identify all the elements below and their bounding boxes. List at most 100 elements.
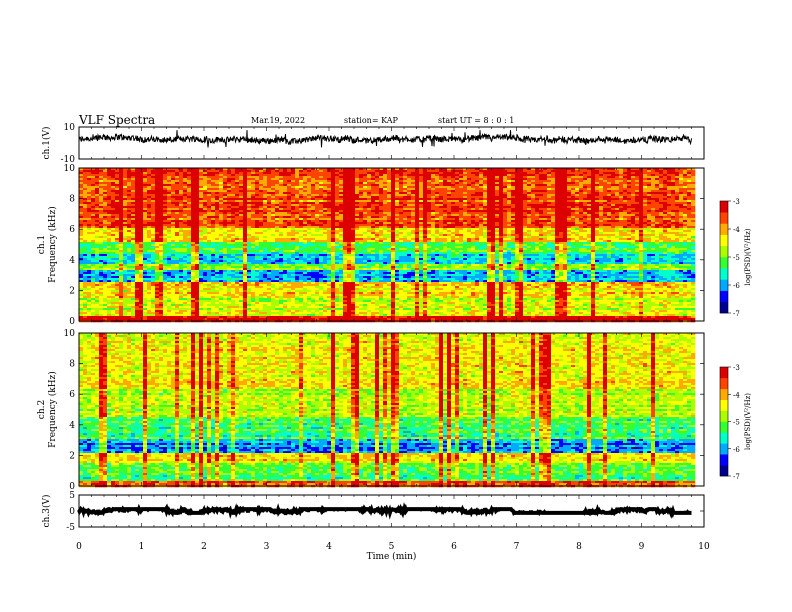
ch1-spectrogram-cell: [623, 194, 627, 196]
ch1-spectrogram-cell: [99, 172, 103, 174]
ch1-spectrogram-cell: [183, 202, 187, 204]
ch1-spectrogram-cell: [387, 206, 391, 208]
ch1-spectrogram-cell: [663, 176, 667, 178]
ch1-spectrogram-cell: [615, 214, 619, 216]
ch1-spectrogram-cell: [419, 226, 423, 228]
ch1-spectrogram-cell: [479, 194, 483, 196]
ch1-spectrogram-cell: [419, 198, 423, 200]
ch1-spectrogram-cell: [259, 172, 263, 174]
ch1-spectrogram-cell: [195, 176, 199, 178]
ch1-spectrogram-cell: [611, 172, 615, 174]
ch1-spectrogram-cell: [243, 222, 247, 224]
ch1-spectrogram-cell: [119, 218, 123, 220]
ch1-spectrogram-cell: [503, 188, 507, 190]
ch1-spectrogram-cell: [279, 208, 283, 210]
ch1-spectrogram-cell: [483, 224, 487, 226]
ch1-spectrogram-cell: [171, 202, 175, 204]
ch1-spectrogram-cell: [107, 216, 111, 218]
ch1-spectrogram-cell: [587, 170, 591, 172]
ch1-spectrogram-cell: [287, 196, 291, 198]
ch1-spectrogram-cell: [183, 222, 187, 224]
ch1-spectrogram-cell: [179, 192, 183, 194]
ch1-spectrogram-cell: [379, 210, 383, 212]
ch1-spectrogram-cell: [559, 200, 563, 202]
ch1-spectrogram-cell: [615, 174, 619, 176]
ch1-spectrogram-cell: [603, 220, 607, 222]
ch1-spectrogram-cell: [259, 196, 263, 198]
ch1-spectrogram-cell: [247, 184, 251, 186]
ch1-spectrogram-cell: [79, 188, 83, 190]
ch1-spectrogram-cell: [619, 176, 623, 178]
ch1-spectrogram-cell: [591, 192, 595, 194]
ch1-spectrogram-cell: [263, 188, 267, 190]
ch1-spectrogram-cell: [219, 196, 223, 198]
ch1-spectrogram-cell: [663, 196, 667, 198]
ch1-spectrogram-cell: [247, 206, 251, 208]
ch1-spectrogram-cell: [131, 196, 135, 198]
ch1-spectrogram-cell: [663, 180, 667, 182]
ch1-spectrogram-cell: [607, 200, 611, 202]
ch1-spectrogram-cell: [543, 218, 547, 220]
ch1-spectrogram-cell: [507, 198, 511, 200]
ch1-spectrogram-cell: [79, 230, 83, 232]
ch1-spectrogram-cell: [311, 180, 315, 182]
ch1-spectrogram-cell: [247, 220, 251, 222]
ch1-spectrogram-cell: [159, 202, 163, 204]
ch1-spectrogram-cell: [579, 216, 583, 218]
ch1-spectrogram-cell: [671, 218, 675, 220]
ch1-spectrogram-cell: [451, 188, 455, 190]
ch1-spectrogram-cell: [171, 184, 175, 186]
ch1-spectrogram-cell: [515, 198, 519, 200]
ch1-spectrogram-cell: [103, 214, 107, 216]
ch1-spectrogram-cell: [551, 208, 555, 210]
ch1-spectrogram-cell: [155, 218, 159, 220]
ch1-spectrogram-cell: [91, 180, 95, 182]
ch1-spectrogram-cell: [91, 208, 95, 210]
ch1-spectrogram-cell: [359, 170, 363, 172]
ch1-spectrogram-cell: [519, 214, 523, 216]
ch1-spectrogram-cell: [267, 176, 271, 178]
ch1-spectrogram-cell: [495, 226, 499, 228]
ch1-spectrogram-cell: [651, 220, 655, 222]
ch1-spectrogram-cell: [491, 212, 495, 214]
ch1-spectrogram-cell: [167, 188, 171, 190]
ch1-spectrogram-cell: [551, 184, 555, 186]
ch1-spectrogram-cell: [247, 222, 251, 224]
ch1-spectrogram-cell: [131, 212, 135, 214]
ch1-spectrogram-cell: [587, 206, 591, 208]
ch1-spectrogram-cell: [267, 200, 271, 202]
ch1-spectrogram-cell: [423, 228, 427, 230]
ch1-spectrogram-cell: [459, 206, 463, 208]
ch1-spectrogram-cell: [163, 210, 167, 212]
ch1-spectrogram-cell: [383, 198, 387, 200]
ch1-spectrogram-cell: [431, 214, 435, 216]
ch1-spectrogram-cell: [519, 210, 523, 212]
ch1-spectrogram-cell: [159, 194, 163, 196]
ch1-spectrogram-cell: [527, 174, 531, 176]
ch1-spectrogram-cell: [379, 170, 383, 172]
ch1-spectrogram-cell: [463, 230, 467, 232]
ch1-spectrogram-cell: [575, 216, 579, 218]
ch1-spectrogram-cell: [439, 198, 443, 200]
ch1-spectrogram-cell: [595, 224, 599, 226]
ch1-spectrogram-cell: [99, 190, 103, 192]
ch1-spectrogram-cell: [115, 176, 119, 178]
ch1-spectrogram-cell: [271, 192, 275, 194]
ch1-spectrogram-cell: [503, 204, 507, 206]
ch1-spectrogram-cell: [175, 202, 179, 204]
ch1-spectrogram-cell: [523, 174, 527, 176]
ch1-spectrogram-cell: [155, 214, 159, 216]
ch1-spectrogram-cell: [479, 180, 483, 182]
ch1-spectrogram-cell: [407, 202, 411, 204]
ch1-spectrogram-cell: [463, 172, 467, 174]
ch1-spectrogram-cell: [471, 198, 475, 200]
ch1-spectrogram-cell: [227, 218, 231, 220]
ch1-spectrogram-cell: [663, 200, 667, 202]
ch1-spectrogram-cell: [95, 208, 99, 210]
ch1-spectrogram-cell: [431, 196, 435, 198]
ch1-spectrogram-cell: [87, 210, 91, 212]
ch1-spectrogram-cell: [343, 202, 347, 204]
ch1-spectrogram-cell: [407, 176, 411, 178]
ch1-spectrogram-cell: [571, 200, 575, 202]
ch1-spectrogram-cell: [483, 174, 487, 176]
